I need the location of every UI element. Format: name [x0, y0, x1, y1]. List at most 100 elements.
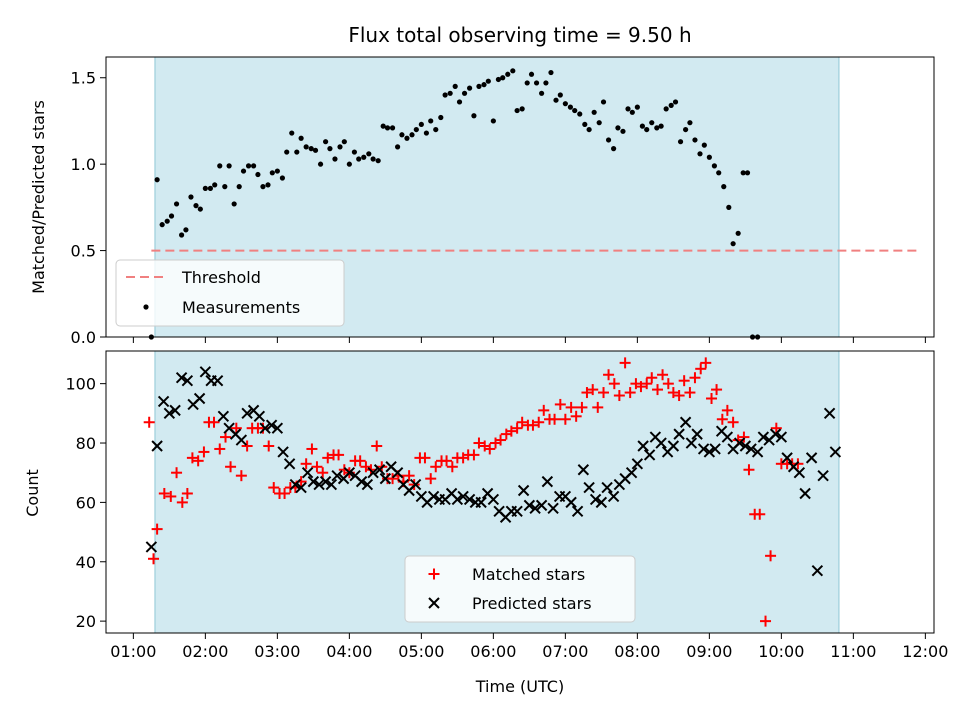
- measurements-legend-marker: [143, 304, 149, 310]
- matched-star-point: [559, 413, 571, 425]
- predicted-star-point: [667, 440, 680, 452]
- matched-star-point: [317, 467, 329, 479]
- matched-star-point: [419, 452, 431, 464]
- measurement-point: [428, 118, 434, 124]
- measurement-point: [183, 227, 189, 233]
- matched-star-point: [646, 372, 658, 384]
- matched-star-point: [333, 449, 345, 461]
- measurement-point: [159, 222, 165, 228]
- matched-legend-label: Matched stars: [472, 565, 585, 584]
- predicted-star-point: [295, 481, 307, 494]
- measurement-point: [582, 121, 588, 128]
- measurement-point: [471, 113, 477, 119]
- measurement-point: [366, 151, 372, 157]
- matched-star-point: [721, 404, 733, 416]
- matched-star-point: [538, 404, 550, 416]
- matched-star-point: [695, 363, 707, 375]
- x-tick-label: 04:00: [326, 642, 372, 661]
- matched-star-point: [592, 401, 604, 413]
- bottom-plot-frame: [105, 350, 935, 634]
- predicted-star-point: [583, 481, 595, 494]
- matched-star-point: [641, 378, 653, 390]
- measurement-point: [495, 76, 501, 83]
- matched-star-point: [387, 473, 399, 485]
- matched-star-point: [322, 452, 334, 464]
- x-axis-label: Time (UTC): [475, 677, 564, 696]
- predicted-star-point: [571, 505, 584, 518]
- matched-star-point: [198, 446, 210, 458]
- predicted-star-point: [823, 407, 836, 420]
- x-tick-label: 02:00: [182, 642, 228, 661]
- matched-star-point: [743, 464, 755, 476]
- matched-star-point: [148, 553, 160, 565]
- measurement-point: [389, 125, 396, 131]
- predicted-star-point: [313, 478, 325, 491]
- measurement-point: [625, 106, 631, 112]
- measurement-point: [375, 158, 381, 164]
- predicted-star-point: [625, 466, 638, 479]
- matched-star-point: [158, 487, 170, 499]
- measurement-point: [654, 125, 660, 131]
- measurement-point: [744, 170, 751, 176]
- matched-star-point: [176, 496, 188, 508]
- predicted-star-point: [637, 440, 649, 452]
- predicted-star-point: [739, 440, 752, 452]
- measurement-point: [236, 184, 242, 190]
- matched-star-point: [192, 455, 204, 467]
- measurement-point: [346, 161, 352, 167]
- matched-star-point: [263, 440, 275, 452]
- matched-star-point: [727, 416, 739, 428]
- predicted-star-point: [655, 437, 667, 449]
- predicted-star-point: [199, 366, 212, 378]
- predicted-star-point: [325, 478, 338, 491]
- matched-star-point: [657, 369, 669, 381]
- predicted-star-point: [829, 446, 842, 458]
- matched-star-point: [770, 422, 782, 434]
- measurement-point: [245, 163, 252, 169]
- matched-star-point: [576, 401, 588, 413]
- measurement-point: [519, 106, 525, 112]
- measurement-point: [269, 170, 275, 176]
- predicted-star-point: [601, 481, 613, 494]
- predicted-star-point: [463, 493, 476, 506]
- measurement-point: [461, 90, 468, 96]
- measurement-point: [265, 182, 271, 188]
- x-tick-label: 12:00: [902, 642, 948, 661]
- measurement-point: [668, 102, 674, 108]
- measurement-point: [409, 132, 415, 138]
- matched-legend-marker: [428, 568, 440, 580]
- predicted-star-point: [547, 502, 559, 515]
- measurement-point: [514, 107, 520, 114]
- predicted-star-point: [181, 374, 194, 387]
- measurement-point: [505, 71, 511, 77]
- matched-star-point: [613, 390, 625, 402]
- predicted-star-point: [535, 499, 548, 512]
- measurement-point: [193, 203, 199, 209]
- matched-star-point: [662, 378, 674, 390]
- matched-star-point: [754, 508, 766, 520]
- predicted-star-point: [355, 475, 368, 488]
- y-tick-label: 80: [76, 434, 96, 453]
- measurement-point: [485, 78, 491, 84]
- measurement-point: [557, 92, 563, 98]
- measurement-point: [663, 106, 669, 112]
- matched-star-point: [684, 387, 696, 399]
- matched-star-point: [225, 461, 237, 473]
- predicted-star-point: [811, 564, 824, 577]
- measurement-point: [539, 90, 545, 96]
- measurement-point: [317, 161, 324, 167]
- measurements-legend-label: Measurements: [182, 298, 300, 317]
- measurement-point: [341, 139, 347, 145]
- predicted-star-point: [265, 419, 278, 431]
- predicted-star-point: [799, 487, 811, 500]
- measurement-point: [683, 126, 689, 133]
- matched-star-point: [484, 443, 496, 455]
- matched-star-point: [300, 458, 312, 470]
- matched-star-point: [311, 461, 323, 473]
- measurement-point: [639, 123, 646, 129]
- predicted-star-point: [373, 464, 386, 476]
- matched-star-point: [700, 357, 712, 369]
- measurement-point: [433, 126, 439, 133]
- measurement-point: [567, 104, 574, 110]
- matched-star-point: [430, 461, 442, 473]
